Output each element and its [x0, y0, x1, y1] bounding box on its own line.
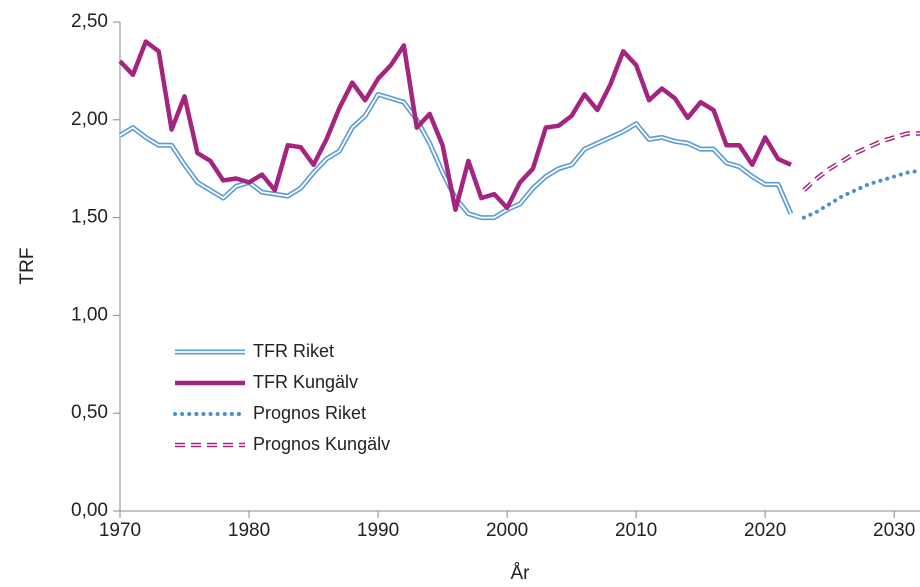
x-tick-label: 2020	[744, 520, 786, 541]
y-axis-label: TRF	[17, 248, 38, 285]
series-line	[801, 168, 920, 220]
series-line-inner	[119, 93, 792, 219]
legend-label: TFR Kungälv	[253, 372, 358, 392]
legend-label: TFR Riket	[253, 341, 334, 361]
y-tick-label: 0,00	[71, 500, 108, 521]
legend-box	[167, 336, 457, 464]
x-tick-label: 2030	[873, 520, 915, 541]
x-tick-label: 1990	[357, 520, 399, 541]
legend-label: Prognos Riket	[253, 403, 366, 423]
y-tick-label: 1,00	[71, 304, 108, 325]
series-line	[118, 39, 792, 213]
y-tick-label: 1,50	[71, 207, 108, 228]
y-tick-label: 0,50	[71, 402, 108, 423]
x-tick-label: 1970	[99, 520, 141, 541]
series-line-inner	[803, 132, 920, 191]
x-tick-label: 1980	[228, 520, 270, 541]
x-axis-label: År	[511, 563, 531, 584]
y-tick-label: 2,50	[71, 11, 108, 32]
series-line	[802, 131, 920, 192]
legend-label: Prognos Kungälv	[253, 434, 390, 454]
x-tick-label: 2000	[486, 520, 528, 541]
x-tick-label: 2010	[615, 520, 657, 541]
y-tick-label: 2,00	[71, 109, 108, 130]
